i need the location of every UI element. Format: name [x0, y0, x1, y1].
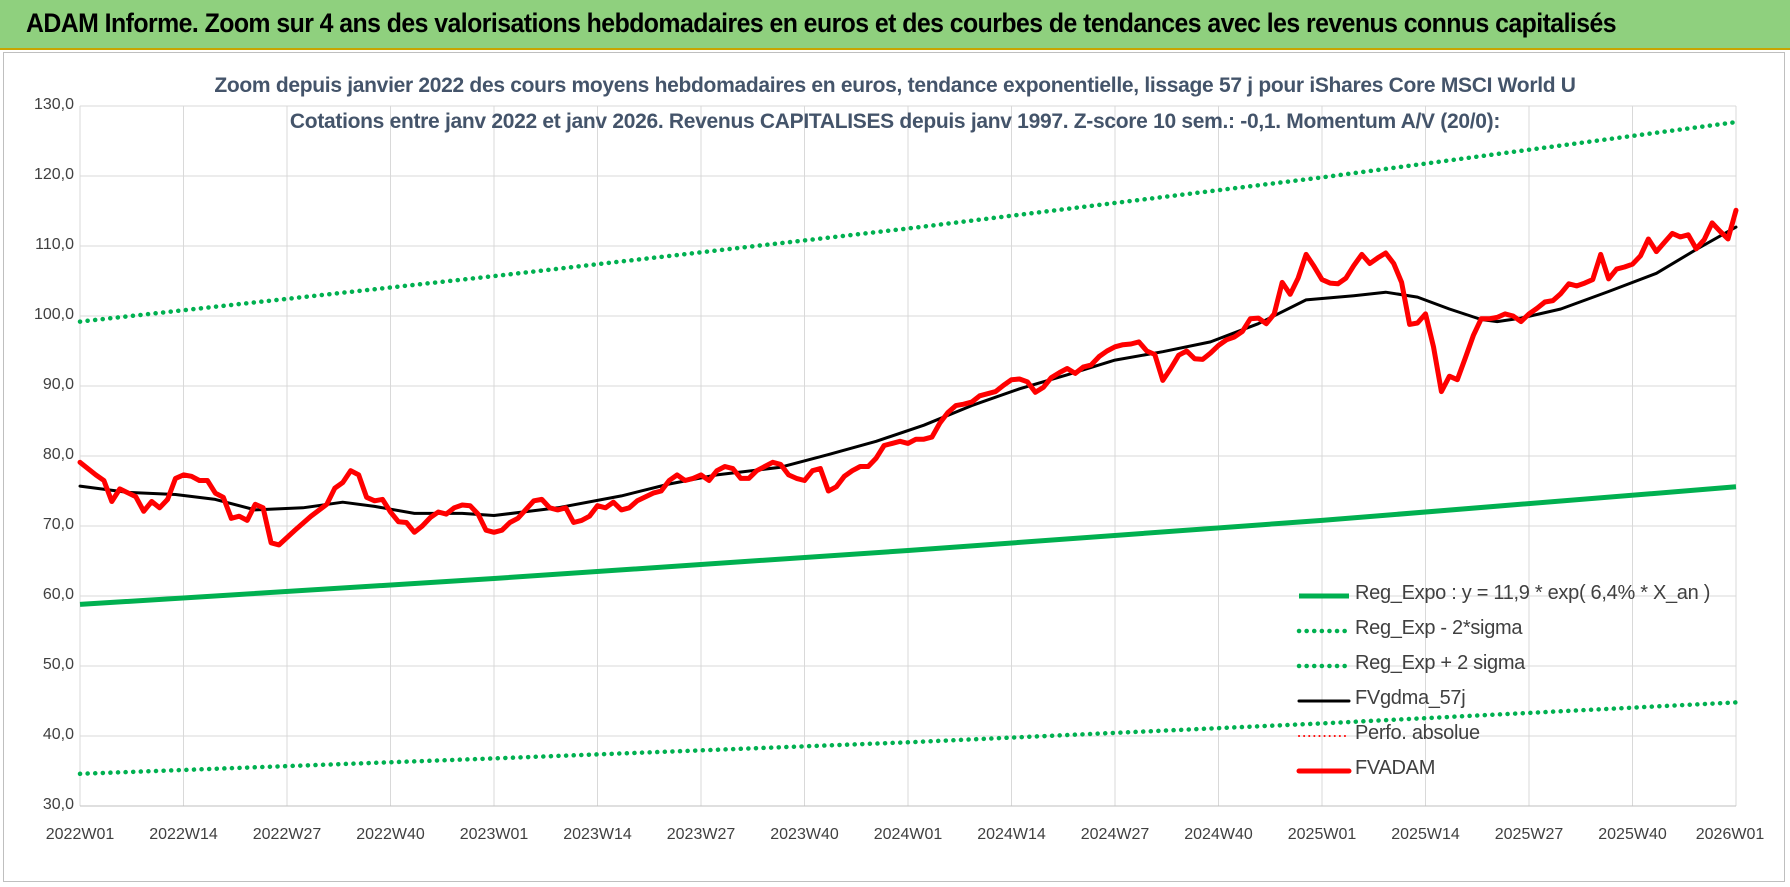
grid [79, 105, 1737, 807]
y-tick-label: 110,0 [35, 236, 74, 253]
series-line-fvadam [77, 207, 1739, 548]
x-tick-label: 2024W40 [1184, 826, 1253, 843]
y-tick-label: 130,0 [33, 96, 74, 113]
x-tick-label: 2025W14 [1391, 826, 1460, 843]
y-tick-label: 80,0 [42, 446, 74, 463]
report-title: ADAM Informe. Zoom sur 4 ans des valoris… [26, 8, 1617, 38]
x-tick-label: 2025W01 [1287, 826, 1357, 843]
y-tick-label: 30,0 [42, 796, 74, 813]
report-header: ADAM Informe. Zoom sur 4 ans des valoris… [0, 0, 1790, 50]
chart-subtitle: Cotations entre janv 2022 et janv 2026. … [289, 110, 1501, 133]
series-line-reg-high [77, 119, 1739, 324]
legend-swatch [1297, 699, 1351, 703]
y-tick-label: 100,0 [33, 306, 74, 323]
x-tick-label: 2024W01 [873, 826, 943, 843]
x-tick-label: 2022W14 [149, 826, 218, 843]
x-tick-label: 2022W01 [45, 826, 115, 843]
legend-swatch [1296, 628, 1352, 634]
x-tick-label: 2022W27 [252, 826, 322, 843]
x-tick-label: 2023W14 [563, 826, 632, 843]
legend-swatch [1298, 735, 1350, 737]
legend-label: Reg_Expo : y = 11,9 * exp( 6,4% * X_an ) [1355, 582, 1711, 604]
legend-label: FVADAM [1355, 757, 1436, 779]
legend-label: FVgdma_57j [1355, 687, 1466, 709]
x-tick-label: 2022W40 [356, 826, 425, 843]
y-tick-label: 40,0 [42, 726, 74, 743]
legend-label: Reg_Exp + 2 sigma [1355, 652, 1525, 674]
x-tick-label: 2025W40 [1598, 826, 1667, 843]
x-tick-label: 2026W01 [1695, 826, 1765, 843]
series [77, 119, 1739, 777]
y-tick-label: 50,0 [42, 656, 74, 673]
y-tick-label: 60,0 [42, 586, 74, 603]
legend-swatch [1296, 768, 1352, 774]
y-tick-label: 70,0 [42, 516, 74, 533]
legend-label: Perfo. absolue [1355, 722, 1480, 744]
x-tick-label: 2023W01 [459, 826, 529, 843]
x-tick-label: 2025W27 [1494, 826, 1564, 843]
chart-title: Zoom depuis janvier 2022 des cours moyen… [214, 74, 1576, 97]
x-tick-label: 2024W27 [1080, 826, 1150, 843]
x-tick-label: 2023W27 [666, 826, 736, 843]
series-line-fvgdma [78, 225, 1738, 517]
legend-label: Reg_Exp - 2*sigma [1355, 617, 1523, 639]
y-tick-label: 90,0 [42, 376, 74, 393]
chart-frame [3, 52, 1785, 882]
y-tick-label: 120,0 [33, 166, 74, 183]
x-tick-label: 2024W14 [977, 826, 1046, 843]
series-line-reg-low [77, 700, 1739, 777]
x-tick-label: 2023W40 [770, 826, 839, 843]
series-line-reg [79, 484, 1737, 607]
legend-swatch [1299, 593, 1349, 599]
legend-swatch [1296, 663, 1352, 669]
